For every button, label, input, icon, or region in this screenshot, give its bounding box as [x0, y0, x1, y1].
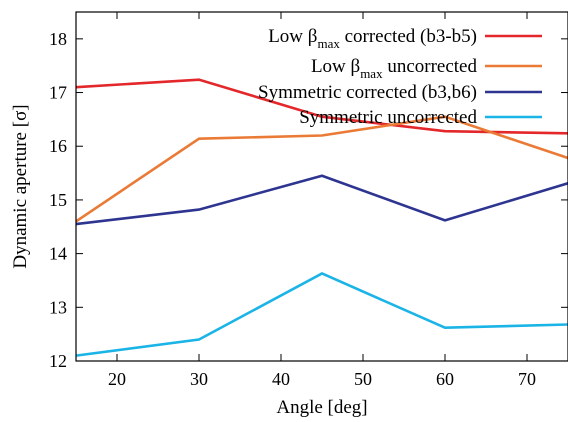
y-axis-label: Dynamic aperture [σ] — [10, 104, 31, 268]
y-tick-label: 18 — [49, 29, 67, 49]
series-line-2 — [75, 115, 568, 223]
series-line-4 — [75, 272, 568, 357]
legend-label-1: Low βmax corrected (b3-b5) — [268, 26, 477, 51]
axis-ticks: 20 30 40 50 60 70 12 13 14 15 16 17 18 — [49, 12, 568, 389]
plot-content — [75, 78, 568, 357]
legend-label-4: Symmetric uncorrected — [299, 107, 477, 128]
y-tick-label: 14 — [49, 244, 67, 264]
legend: Low βmax corrected (b3-b5) Low βmax uncor… — [258, 26, 542, 128]
legend-label-2: Low βmax uncorrected — [311, 56, 478, 81]
y-tick-label: 13 — [49, 297, 67, 317]
legend-label-3: Symmetric corrected (b3,b6) — [258, 82, 477, 103]
x-tick-label: 70 — [518, 369, 536, 389]
series-line-3 — [75, 174, 568, 226]
x-tick-label: 20 — [108, 369, 126, 389]
y-tick-label: 12 — [49, 351, 67, 371]
x-tick-label: 50 — [354, 369, 372, 389]
y-tick-label: 17 — [49, 83, 67, 103]
y-tick-label: 15 — [49, 190, 67, 210]
x-tick-label: 30 — [190, 369, 208, 389]
x-tick-label: 40 — [272, 369, 290, 389]
plot-frame — [75, 11, 568, 362]
x-axis-label: Angle [deg] — [276, 397, 367, 418]
y-tick-label: 16 — [49, 136, 67, 156]
series-line-1 — [75, 78, 568, 135]
x-tick-label: 60 — [436, 369, 454, 389]
